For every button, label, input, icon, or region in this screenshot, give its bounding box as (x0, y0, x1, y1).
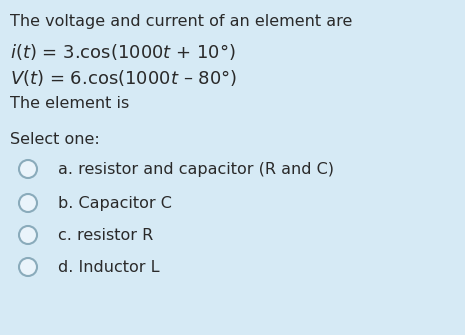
Circle shape (19, 194, 37, 212)
Circle shape (19, 258, 37, 276)
Text: c. resistor R: c. resistor R (58, 228, 153, 243)
Circle shape (19, 160, 37, 178)
Text: $i(t)$ = 3.cos(1000$t$ + 10°): $i(t)$ = 3.cos(1000$t$ + 10°) (10, 42, 236, 62)
Text: Select one:: Select one: (10, 132, 100, 147)
Text: a. resistor and capacitor (R and C): a. resistor and capacitor (R and C) (58, 162, 334, 177)
Text: The element is: The element is (10, 96, 129, 111)
Circle shape (19, 226, 37, 244)
Text: $V(t)$ = 6.cos(1000$t$ – 80°): $V(t)$ = 6.cos(1000$t$ – 80°) (10, 68, 237, 88)
Text: d. Inductor L: d. Inductor L (58, 260, 159, 275)
Text: b. Capacitor C: b. Capacitor C (58, 196, 172, 211)
Text: The voltage and current of an element are: The voltage and current of an element ar… (10, 14, 352, 29)
